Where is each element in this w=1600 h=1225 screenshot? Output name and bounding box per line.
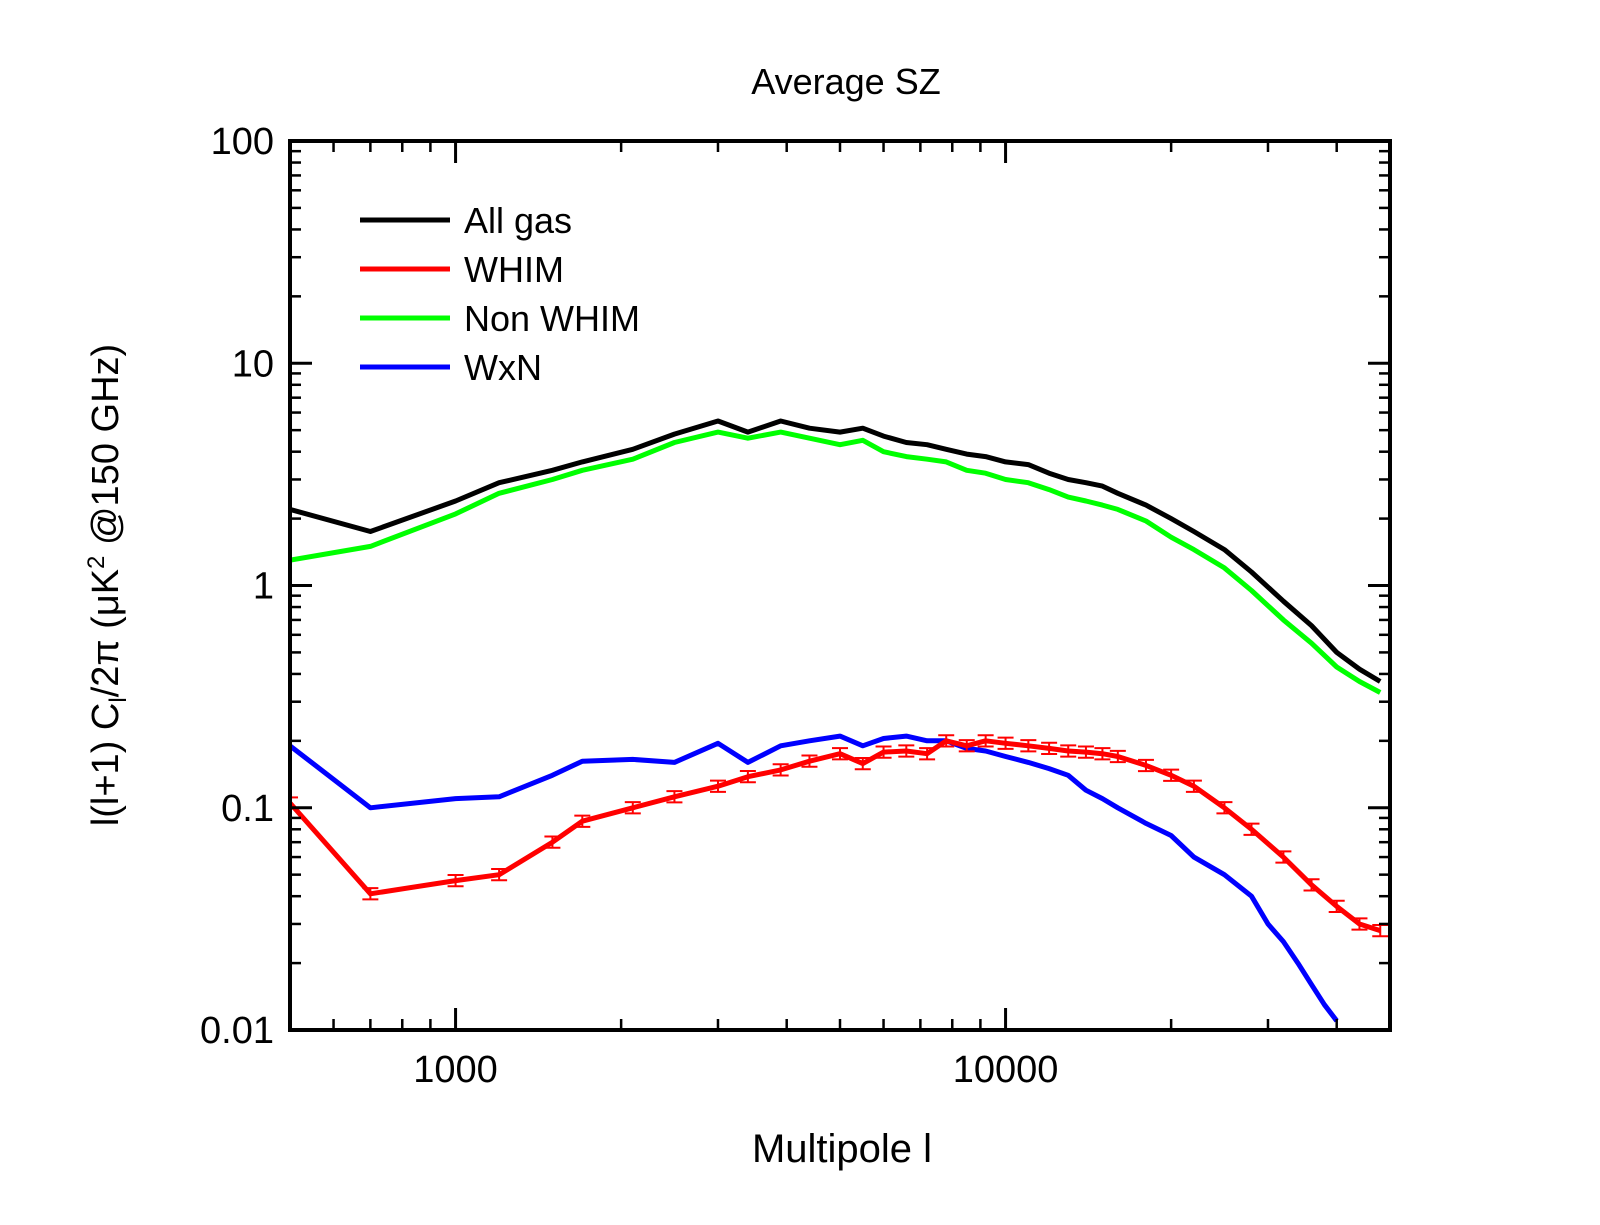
series-group	[290, 418, 1389, 1023]
y-tick-label: 0.01	[200, 1010, 274, 1052]
y-tick-label: 1	[253, 566, 274, 608]
legend-label-non-whim: Non WHIM	[464, 298, 640, 339]
x-tick-label: 1000	[413, 1049, 498, 1091]
y-axis-label: l(l+1) Cl/2π (μK2 @150 GHz)	[83, 344, 132, 826]
chart-title: Average SZ	[751, 61, 940, 102]
legend-label-all-gas: All gas	[464, 200, 572, 241]
series-line-wxn	[290, 733, 1339, 1023]
series-line-whim	[290, 738, 1381, 933]
plot-frame	[288, 139, 1392, 1032]
axis-ticks: 1000 10000 0.01 0.1 1 10 100	[200, 121, 1390, 1091]
legend-label-whim: WHIM	[464, 249, 564, 290]
y-tick-label: 10	[232, 343, 274, 385]
legend: All gas WHIM Non WHIM WxN	[360, 200, 640, 388]
series-line-all-gas	[290, 418, 1382, 684]
x-axis-label: Multipole l	[752, 1127, 932, 1171]
x-tick-label: 10000	[953, 1049, 1059, 1091]
series-line-non-whim	[290, 429, 1382, 695]
legend-label-wxn: WxN	[464, 347, 542, 388]
plot-area	[290, 418, 1389, 1023]
y-tick-label: 0.1	[221, 788, 274, 830]
y-tick-label: 100	[211, 121, 274, 163]
